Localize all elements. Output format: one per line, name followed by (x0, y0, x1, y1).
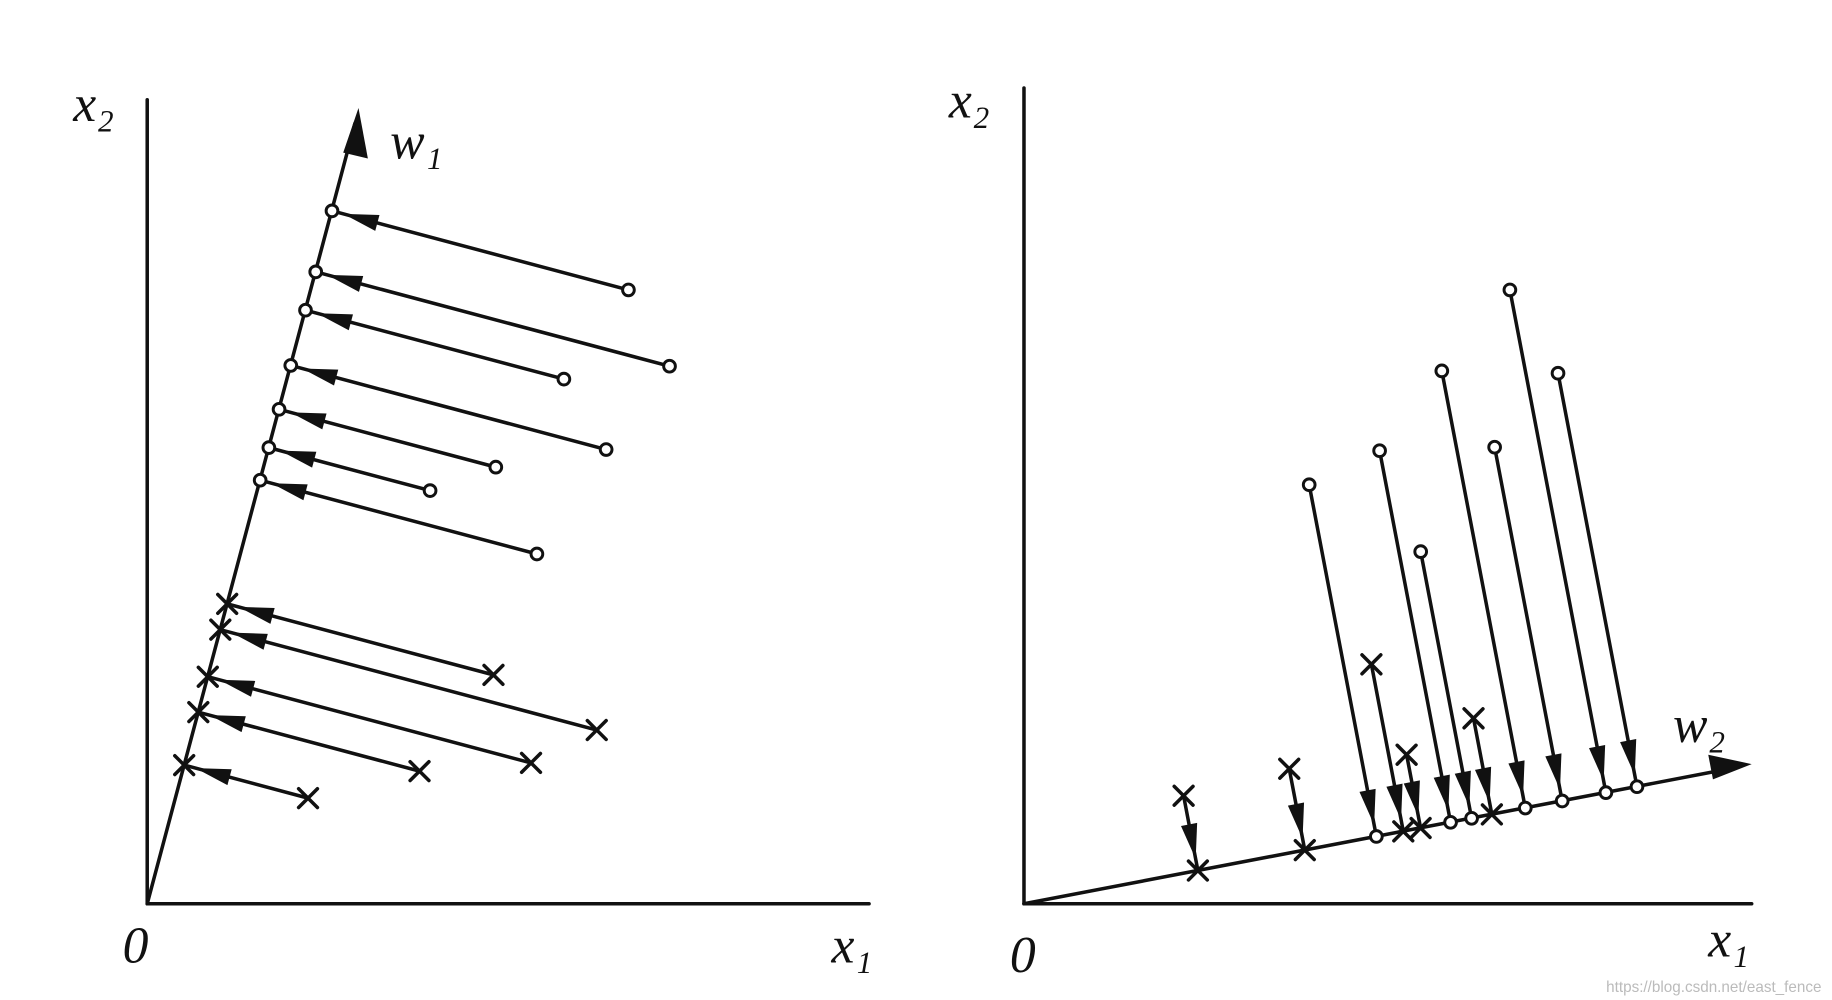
circle-marker (488, 459, 504, 475)
arrowhead (219, 679, 256, 697)
arrowhead (1454, 770, 1471, 807)
cross-marker (196, 665, 219, 688)
origin-label: 0 (1010, 927, 1036, 984)
cross-marker (1278, 757, 1301, 780)
circle-marker (529, 546, 545, 562)
arrowhead (1545, 753, 1562, 790)
projection-line (1492, 445, 1564, 803)
circle-marker (1301, 477, 1317, 493)
arrowhead (343, 213, 380, 231)
cross-marker (1409, 816, 1432, 840)
cross-marker (209, 618, 232, 641)
circle-marker (271, 402, 287, 417)
circle-marker (1372, 443, 1387, 459)
projection-line (1508, 288, 1608, 795)
cross-marker (482, 663, 505, 687)
projection-line (1377, 448, 1453, 825)
cross-marker (1480, 803, 1504, 826)
circle-marker (324, 203, 340, 219)
arrowhead (238, 606, 275, 624)
arrowhead (302, 368, 339, 386)
arrowhead (195, 768, 232, 786)
watermark: https://blog.csdn.net/east_fence (1606, 979, 1821, 996)
cross-marker (187, 700, 210, 724)
circle-marker (1629, 779, 1645, 795)
circle-marker (662, 358, 677, 374)
arrowhead (1508, 760, 1525, 797)
circle-marker (1487, 439, 1502, 455)
arrowhead (1181, 822, 1198, 860)
direction-arrowhead (1708, 754, 1752, 780)
x-axis-label: x₁ (1707, 912, 1749, 969)
circle-marker (1554, 793, 1570, 809)
arrowhead (1589, 744, 1606, 782)
direction-label: w₁ (390, 113, 442, 170)
cross-marker (408, 759, 431, 783)
arrowhead (1359, 788, 1376, 825)
projection-line (330, 209, 631, 292)
circle-marker (621, 282, 636, 298)
cross-marker (1293, 838, 1316, 862)
arrowhead (280, 450, 317, 468)
arrowhead (1386, 783, 1403, 820)
cross-marker (1186, 859, 1210, 882)
arrowhead (231, 632, 268, 650)
circle-marker (556, 371, 572, 387)
cross-marker (1462, 707, 1485, 730)
projection-line (206, 674, 533, 765)
cross-marker (585, 718, 608, 742)
circle-marker (308, 264, 324, 280)
cross-marker (519, 751, 543, 775)
cross-marker (1172, 784, 1195, 807)
direction-arrowhead (343, 107, 368, 159)
cross-marker (216, 592, 239, 616)
cross-marker (1395, 743, 1418, 766)
circle-marker (598, 442, 614, 457)
cross-marker (296, 786, 320, 810)
arrowhead (1403, 780, 1420, 817)
projection-line (1440, 369, 1528, 810)
circle-marker (1434, 363, 1450, 379)
x-axis-label: x₁ (830, 917, 872, 974)
arrowhead (327, 274, 364, 292)
projection-line (258, 478, 539, 556)
cross-marker (1392, 820, 1415, 843)
arrowhead (290, 412, 327, 430)
cross-marker (1360, 653, 1383, 676)
circle-marker (1369, 829, 1384, 844)
circle-marker (1464, 810, 1479, 826)
direction-label: w₂ (1673, 697, 1725, 754)
y-axis-label: x₂ (948, 72, 990, 129)
circle-marker (1598, 785, 1614, 800)
origin-label: 0 (123, 917, 149, 974)
circle-marker (422, 483, 438, 498)
circle-marker (1517, 800, 1533, 816)
arrowhead (1287, 802, 1305, 839)
arrowhead (271, 483, 308, 501)
direction-line (145, 121, 357, 906)
circle-marker (283, 358, 299, 373)
projection-line (289, 363, 608, 452)
projection-line (1307, 482, 1379, 839)
circle-marker (252, 472, 268, 488)
arrowhead (1433, 774, 1450, 811)
projection-line (218, 627, 599, 732)
circle-marker (298, 302, 313, 318)
circle-marker (1550, 365, 1566, 381)
arrowhead (316, 313, 353, 331)
cross-marker (173, 753, 196, 777)
projection-line (1556, 371, 1639, 789)
y-axis-label: x₂ (72, 76, 114, 133)
arrowhead (1474, 766, 1492, 803)
circle-marker (261, 440, 277, 455)
circle-marker (1443, 814, 1458, 830)
circle-marker (1413, 544, 1429, 559)
arrowhead (209, 715, 246, 733)
arrowhead (1620, 739, 1637, 776)
circle-marker (1502, 282, 1518, 298)
projection-line (313, 270, 672, 368)
